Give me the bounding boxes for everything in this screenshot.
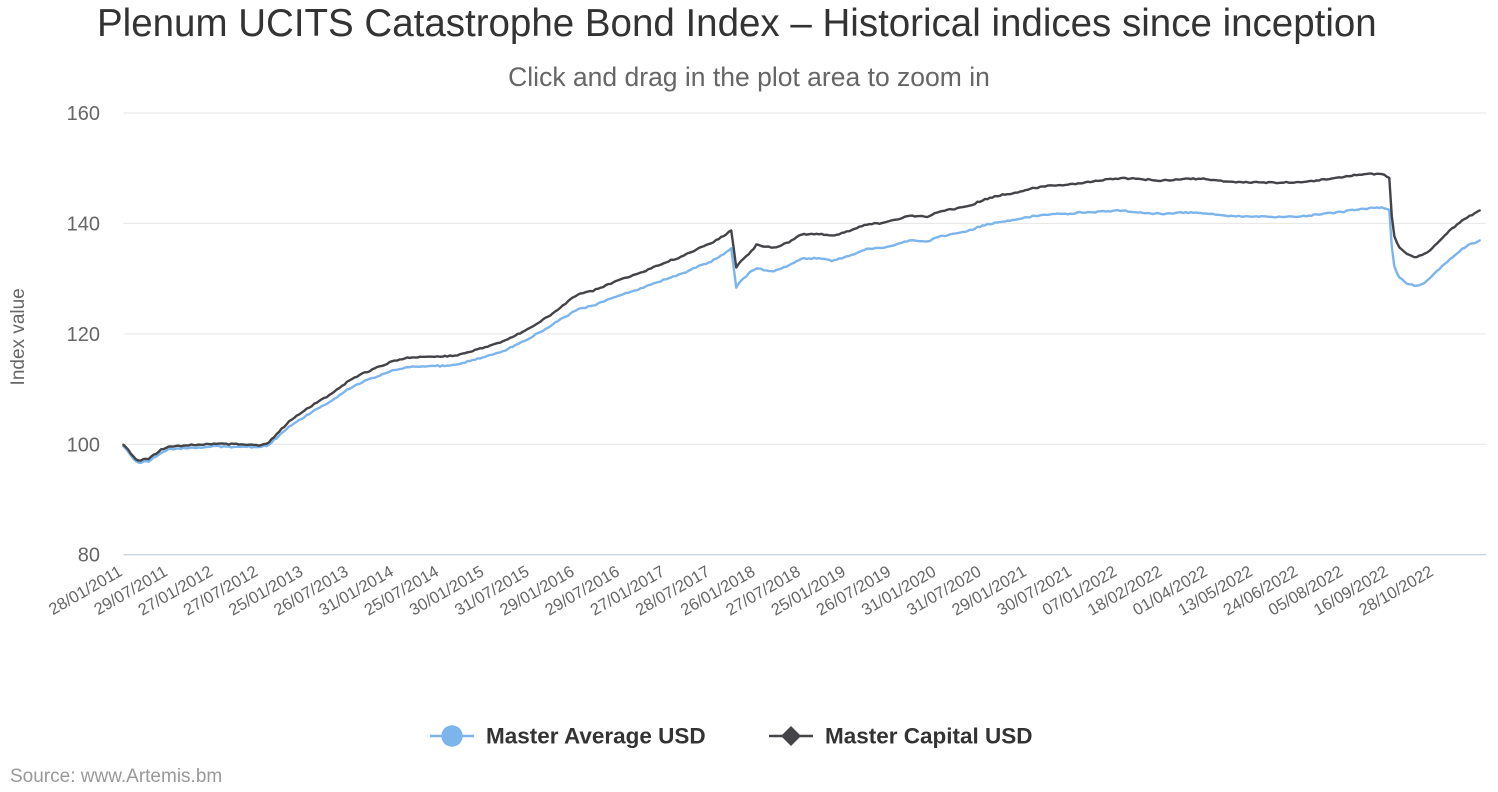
svg-text:160: 160 [67, 103, 100, 125]
svg-text:120: 120 [67, 324, 100, 346]
svg-text:Index value: Index value [8, 288, 29, 385]
svg-text:Master Average USD: Master Average USD [486, 724, 706, 749]
svg-text:80: 80 [78, 545, 100, 567]
svg-text:Master Capital USD: Master Capital USD [825, 724, 1033, 749]
svg-text:100: 100 [67, 434, 100, 456]
svg-text:Source: www.Artemis.bm: Source: www.Artemis.bm [10, 766, 222, 787]
svg-text:140: 140 [67, 213, 100, 235]
